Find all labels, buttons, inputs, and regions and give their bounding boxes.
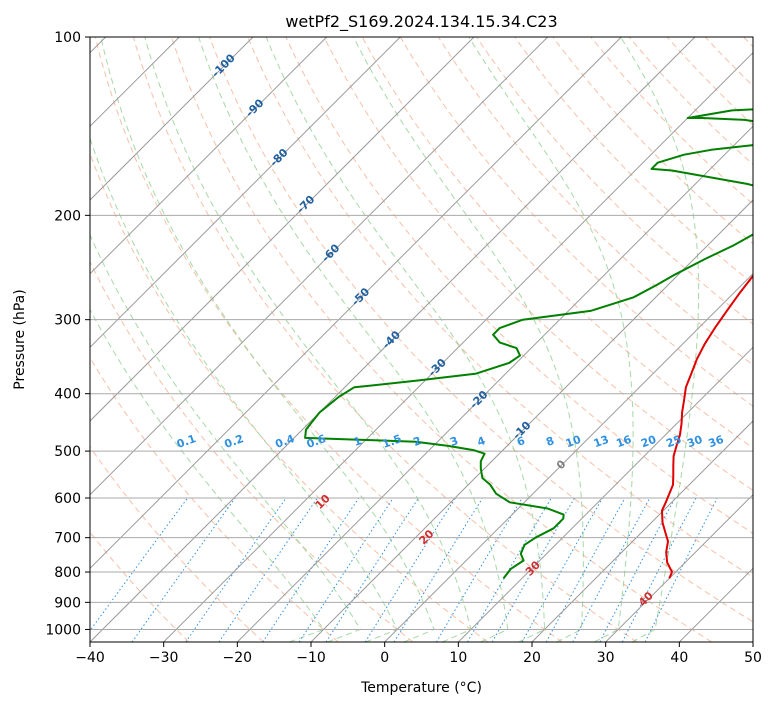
x-tick-label: 30 (597, 650, 615, 666)
dry-adiabat-line (476, 37, 753, 325)
y-tick-label: 400 (54, 387, 81, 403)
y-tick-label: 800 (54, 565, 81, 581)
isotherm-line (163, 51, 753, 642)
dry-adiabat-line (94, 37, 563, 642)
dry-adiabat-line (90, 260, 414, 642)
x-tick-label: −30 (149, 650, 179, 666)
y-tick-label: 1000 (45, 622, 81, 638)
isotherm-line (90, 37, 254, 201)
x-tick-label: −10 (296, 650, 326, 666)
isotherm-line (384, 272, 753, 642)
mixing-ratio-line (599, 497, 676, 642)
mixing-ratio-line (364, 497, 456, 642)
y-tick-label: 300 (54, 313, 81, 329)
x-tick-label: 0 (380, 650, 389, 666)
mixing-ratio-label: 10 (564, 433, 583, 451)
mixing-ratio-line (90, 497, 189, 632)
mixing-ratio-label: 0.2 (223, 432, 246, 451)
mixing-ratio-label: 2 (411, 434, 423, 449)
plot-background (90, 37, 753, 642)
dry-adiabat-line (132, 37, 638, 642)
mixing-ratio-label: 25 (664, 433, 683, 450)
isotherm-line (310, 199, 753, 642)
mixing-ratio-label: 0.4 (273, 432, 296, 451)
x-tick-label: −20 (223, 650, 253, 666)
isotherm-line (752, 641, 753, 642)
x-tick-label: 20 (523, 650, 541, 666)
isotherm-line (90, 37, 696, 642)
mixing-ratio-label: 8 (544, 434, 556, 449)
isotherm-line (90, 37, 622, 570)
dewpoint-line (304, 108, 753, 580)
plot-frame (89, 36, 754, 643)
moist-adiabat-line (100, 37, 435, 642)
mixing-ratio-line (545, 497, 626, 642)
mixing-ratio-label: 36 (707, 433, 726, 451)
mixing-ratio-line (262, 497, 360, 642)
mixing-ratio-label: 1 (352, 434, 364, 449)
mixing-ratio-label: 3 (448, 434, 460, 449)
y-tick-label: 100 (54, 30, 81, 46)
moist-adiabat-line (353, 37, 584, 642)
mixing-ratio-line (435, 497, 523, 642)
moist-adiabat-line (620, 37, 700, 642)
dry-adiabat-line (323, 37, 753, 491)
background-lines (90, 37, 753, 642)
mixing-ratio-label: 6 (515, 434, 527, 449)
mixing-ratio-label: 13 (592, 433, 611, 450)
temperature-line (661, 274, 753, 579)
dry-adiabat-line (209, 37, 753, 623)
moist-adiabat-line (144, 37, 472, 642)
mixing-ratio-label: 0.6 (305, 432, 328, 451)
y-tick-label: 600 (54, 491, 81, 507)
x-tick-label: 50 (744, 650, 762, 666)
dry-adiabat-line (399, 37, 753, 407)
moist-adiabat-line (90, 136, 398, 642)
dry-adiabat-line (514, 37, 753, 285)
y-tick-label: 700 (54, 531, 81, 547)
isotherm-line (236, 125, 753, 642)
isotherm-line (605, 493, 753, 642)
moist-adiabat-line (265, 37, 546, 642)
isotherm-line (90, 37, 401, 349)
y-tick-label: 500 (54, 444, 81, 460)
mixing-ratio-label: 0.1 (175, 432, 198, 451)
isotherm-line (90, 37, 328, 275)
mixing-ratio-line (131, 497, 236, 642)
axis-ticks: −40 −30 −20 −10 0 10 20 30 40 5010020030040050060… (45, 30, 762, 666)
y-tick-label: 900 (54, 595, 81, 611)
isotherm-line (90, 37, 475, 422)
mixing-ratio-label: 30 (685, 433, 704, 451)
chart-title: wetPf2_S169.2024.134.15.34.C23 (285, 12, 557, 32)
x-tick-label: −40 (75, 650, 105, 666)
profile-lines (304, 108, 753, 580)
y-tick-label: 200 (54, 208, 81, 224)
mixing-ratio-label: 1.5 (381, 432, 404, 451)
mixing-ratio-label: 20 (639, 433, 658, 451)
x-tick-label: 10 (449, 650, 467, 666)
dry-adiabat-line (247, 37, 753, 578)
y-axis-title: Pressure (hPa) (12, 289, 28, 389)
dry-adiabat-line (628, 37, 753, 166)
mixing-ratio-line (572, 497, 651, 642)
mixing-ratio-line (644, 497, 718, 642)
moist-adiabat-line (90, 233, 362, 642)
moist-adiabat-line (90, 308, 325, 642)
isotherm-line (457, 346, 753, 642)
isotherm-line (531, 420, 753, 642)
x-tick-label: 40 (670, 650, 688, 666)
dry-adiabat-line (90, 446, 264, 642)
x-axis-title: Temperature (°C) (360, 680, 482, 696)
mixing-ratio-line (393, 497, 483, 642)
mixing-ratio-line (621, 497, 697, 642)
mixing-ratio-label: 16 (614, 433, 633, 451)
mixing-ratio-label: 4 (476, 434, 488, 449)
isotherm-line (90, 37, 549, 496)
